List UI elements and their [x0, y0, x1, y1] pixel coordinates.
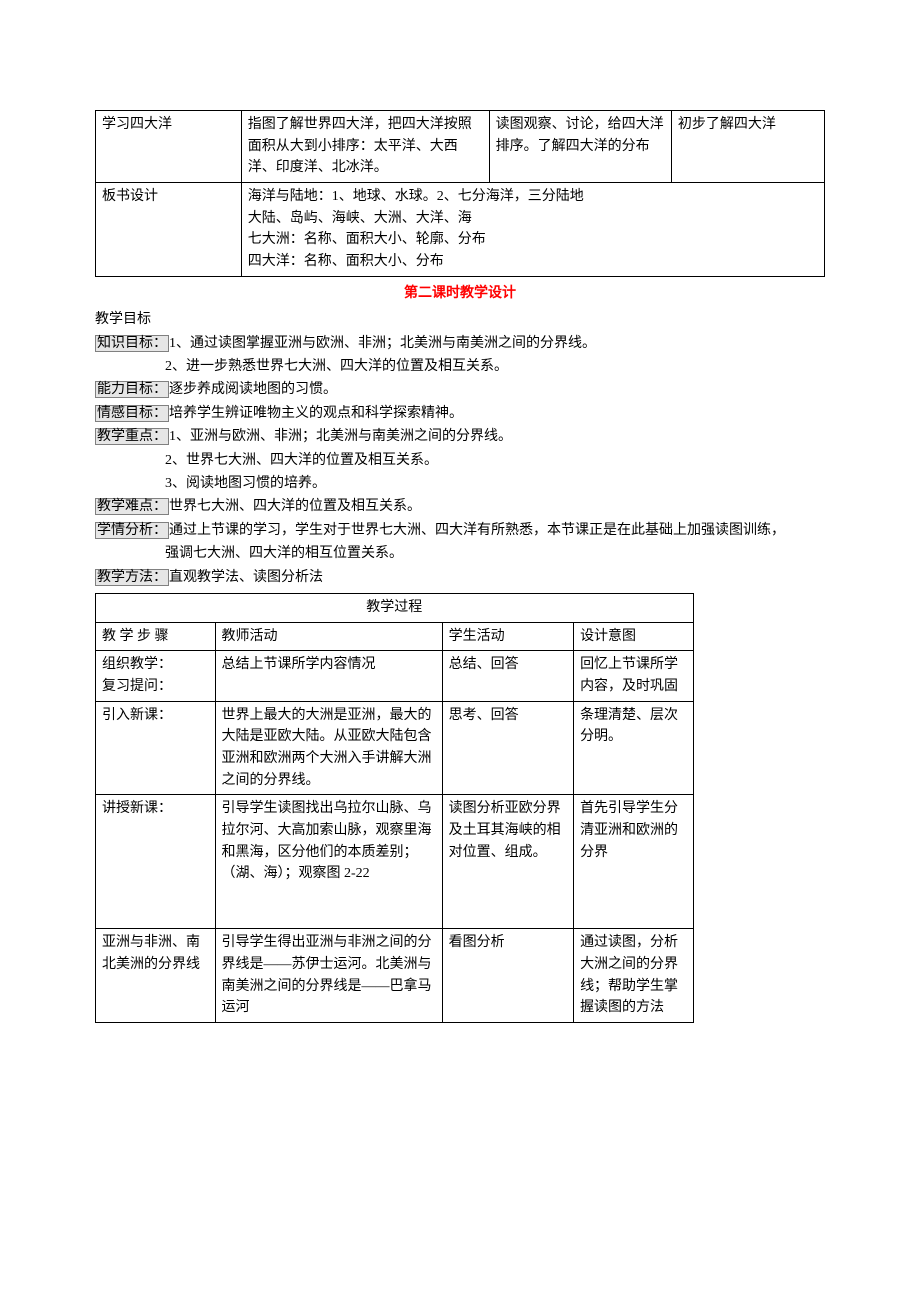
col-head: 教 学 步 骤	[96, 622, 216, 651]
label-knowledge: 知识目标：	[95, 335, 169, 352]
cell: 引导学生读图找出乌拉尔山脉、乌拉尔河、大高加索山脉，观察里海和黑海，区分他们的本…	[215, 795, 442, 929]
label-analysis: 学情分析：	[95, 522, 169, 539]
label-keypoint: 教学重点：	[95, 428, 169, 445]
table-row: 学习四大洋 指图了解世界四大洋，把四大洋按照面积从大到小排序：太平洋、大西洋、印…	[96, 111, 825, 183]
text: 培养学生辨证唯物主义的观点和科学探索精神。	[169, 406, 463, 421]
col-head: 设计意图	[574, 622, 694, 651]
line-knowledge-2: 2、进一步熟悉世界七大洲、四大洋的位置及相互关系。	[95, 356, 825, 378]
col-head: 教师活动	[215, 622, 442, 651]
text: 通过上节课的学习，学生对于世界七大洲、四大洋有所熟悉，本节课正是在此基础上加强读…	[169, 523, 785, 538]
table-row: 亚洲与非洲、南北美洲的分界线 引导学生得出亚洲与非洲之间的分界线是——苏伊士运河…	[96, 929, 694, 1023]
line-ability: 能力目标：逐步养成阅读地图的习惯。	[95, 379, 825, 401]
table-top: 学习四大洋 指图了解世界四大洋，把四大洋按照面积从大到小排序：太平洋、大西洋、印…	[95, 110, 825, 277]
table-title: 教学过程	[96, 593, 694, 622]
text: 逐步养成阅读地图的习惯。	[169, 382, 337, 397]
table-process: 教学过程 教 学 步 骤 教师活动 学生活动 设计意图 组织教学： 复习提问： …	[95, 593, 694, 1023]
line-knowledge-1: 知识目标：1、通过读图掌握亚洲与欧洲、非洲；北美洲与南美洲之间的分界线。	[95, 333, 825, 355]
label-method: 教学方法：	[95, 569, 169, 586]
cell: 讲授新课：	[96, 795, 216, 929]
table-row: 讲授新课： 引导学生读图找出乌拉尔山脉、乌拉尔河、大高加索山脉，观察里海和黑海，…	[96, 795, 694, 929]
cell: 读图观察、讨论，给四大洋排序。了解四大洋的分布	[489, 111, 671, 183]
cell: 读图分析亚欧分界及土耳其海峡的相对位置、组成。	[442, 795, 573, 929]
line-keypoint-3: 3、阅读地图习惯的培养。	[95, 473, 825, 495]
spacer	[222, 885, 436, 925]
table-title-row: 教学过程	[96, 593, 694, 622]
cell: 亚洲与非洲、南北美洲的分界线	[96, 929, 216, 1023]
cell: 通过读图，分析大洲之间的分界线；帮助学生掌握读图的方法	[574, 929, 694, 1023]
label-ability: 能力目标：	[95, 381, 169, 398]
cell: 总结、回答	[442, 651, 573, 701]
line-emotion: 情感目标：培养学生辨证唯物主义的观点和科学探索精神。	[95, 403, 825, 425]
goals-header: 教学目标	[95, 309, 825, 331]
line-difficulty: 教学难点：世界七大洲、四大洋的位置及相互关系。	[95, 496, 825, 518]
line-analysis-1: 学情分析：通过上节课的学习，学生对于世界七大洲、四大洋有所熟悉，本节课正是在此基…	[95, 520, 825, 542]
cell: 思考、回答	[442, 701, 573, 795]
col-head: 学生活动	[442, 622, 573, 651]
cell: 条理清楚、层次分明。	[574, 701, 694, 795]
table-head-row: 教 学 步 骤 教师活动 学生活动 设计意图	[96, 622, 694, 651]
line-keypoint-2: 2、世界七大洲、四大洋的位置及相互关系。	[95, 450, 825, 472]
line-method: 教学方法：直观教学法、读图分析法	[95, 567, 825, 589]
cell: 引入新课：	[96, 701, 216, 795]
label-difficulty: 教学难点：	[95, 498, 169, 515]
line-analysis-2: 强调七大洲、四大洋的相互位置关系。	[95, 543, 825, 565]
cell: 指图了解世界四大洋，把四大洋按照面积从大到小排序：太平洋、大西洋、印度洋、北冰洋…	[241, 111, 489, 183]
cell: 初步了解四大洋	[671, 111, 824, 183]
text: 1、通过读图掌握亚洲与欧洲、非洲；北美洲与南美洲之间的分界线。	[169, 336, 596, 351]
table-row: 引入新课： 世界上最大的大洲是亚洲，最大的大陆是亚欧大陆。从亚欧大陆包含亚洲和欧…	[96, 701, 694, 795]
cell: 世界上最大的大洲是亚洲，最大的大陆是亚欧大陆。从亚欧大陆包含亚洲和欧洲两个大洲入…	[215, 701, 442, 795]
cell: 总结上节课所学内容情况	[215, 651, 442, 701]
cell: 板书设计	[96, 183, 242, 277]
cell: 学习四大洋	[96, 111, 242, 183]
table-row: 组织教学： 复习提问： 总结上节课所学内容情况 总结、回答 回忆上节课所学内容，…	[96, 651, 694, 701]
cell-span: 海洋与陆地：1、地球、水球。2、七分海洋，三分陆地 大陆、岛屿、海峡、大洲、大洋…	[241, 183, 824, 277]
text: 直观教学法、读图分析法	[169, 570, 323, 585]
text: 1、亚洲与欧洲、非洲；北美洲与南美洲之间的分界线。	[169, 429, 512, 444]
cell: 引导学生得出亚洲与非洲之间的分界线是——苏伊士运河。北美洲与南美洲之间的分界线是…	[215, 929, 442, 1023]
line-keypoint-1: 教学重点：1、亚洲与欧洲、非洲；北美洲与南美洲之间的分界线。	[95, 426, 825, 448]
cell: 组织教学： 复习提问：	[96, 651, 216, 701]
text: 世界七大洲、四大洋的位置及相互关系。	[169, 499, 421, 514]
cell: 回忆上节课所学内容，及时巩固	[574, 651, 694, 701]
cell: 看图分析	[442, 929, 573, 1023]
label-emotion: 情感目标：	[95, 405, 169, 422]
cell: 首先引导学生分清亚洲和欧洲的分界	[574, 795, 694, 929]
table-row: 板书设计 海洋与陆地：1、地球、水球。2、七分海洋，三分陆地 大陆、岛屿、海峡、…	[96, 183, 825, 277]
section-title: 第二课时教学设计	[95, 283, 825, 305]
cell-text: 引导学生读图找出乌拉尔山脉、乌拉尔河、大高加索山脉，观察里海和黑海，区分他们的本…	[222, 801, 432, 881]
